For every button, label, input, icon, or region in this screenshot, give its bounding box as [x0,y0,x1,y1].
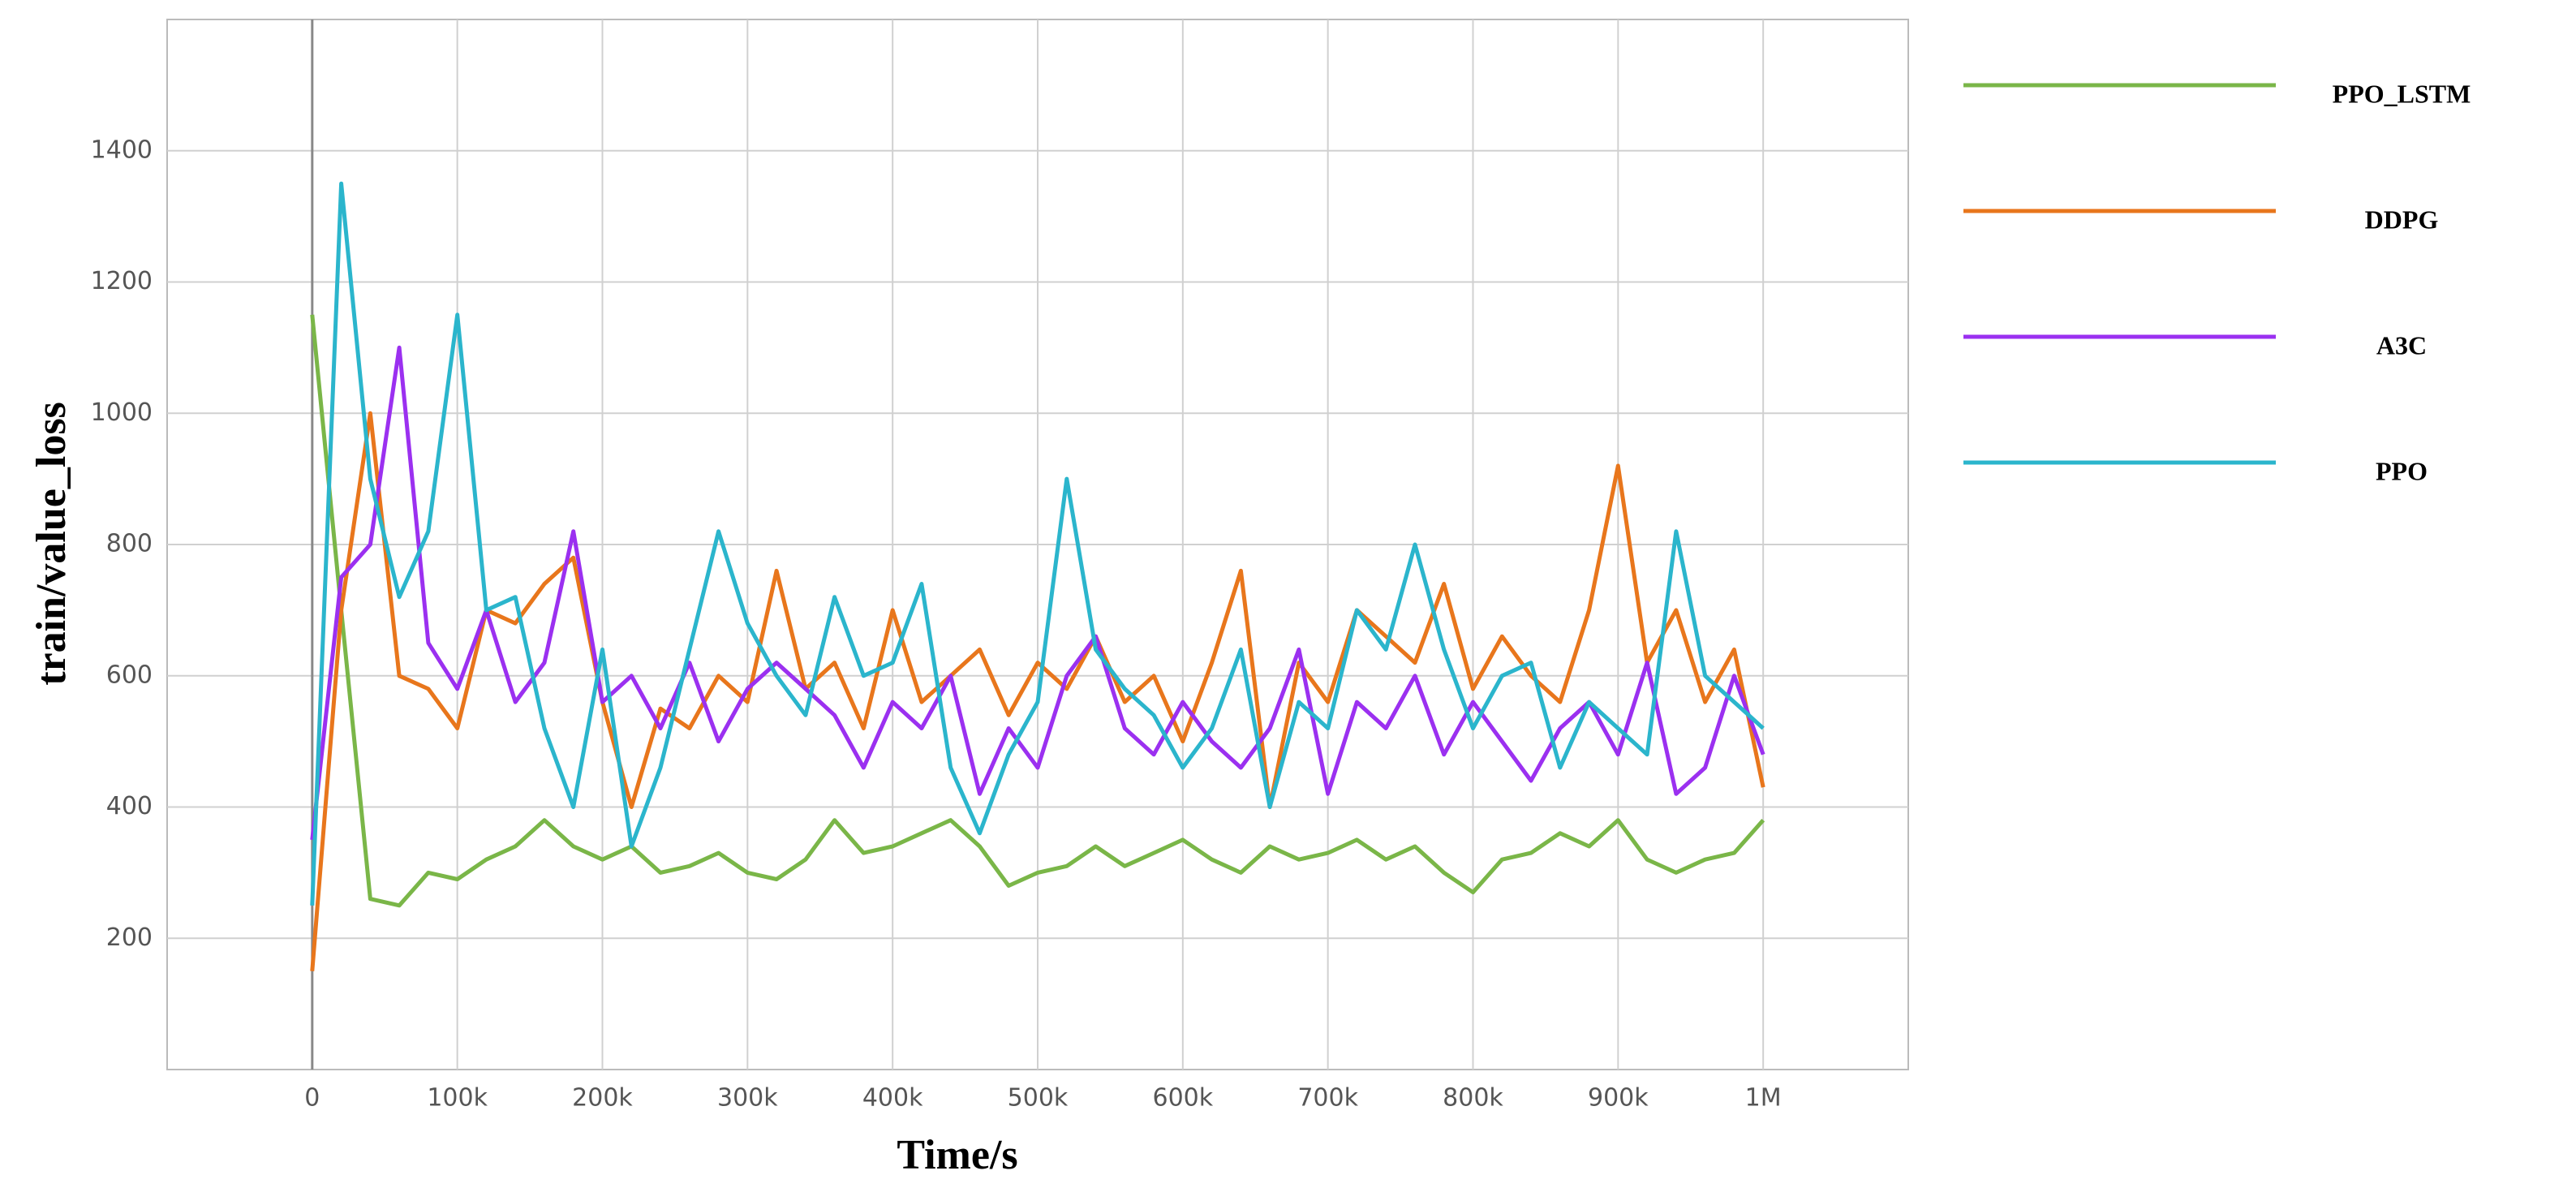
legend-label: A3C [2376,330,2427,359]
legend-label: DDPG [2365,204,2439,234]
x-tick-label: 700k [1297,1084,1358,1113]
series-line [310,181,1765,906]
x-tick-label: 200k [572,1084,633,1113]
x-tick-label: 1M [1745,1084,1782,1113]
y-tick-label: 1400 [91,136,153,164]
y-tick-label: 800 [106,530,153,558]
y-tick-label: 200 [106,923,153,952]
x-axis-title: Time/s [897,1132,1017,1178]
x-tick-label: 800k [1443,1084,1503,1113]
x-tick-label: 400k [862,1084,923,1113]
legend-label: PPO_LSTM [2333,79,2471,108]
y-axis-title: train/value_loss [28,402,75,686]
x-tick-label: 300k [717,1084,778,1113]
x-tick-label: 100k [427,1084,488,1113]
x-tick-label: 500k [1008,1084,1069,1113]
legend-label: PPO [2376,456,2428,485]
y-tick-label: 600 [106,661,153,689]
x-tick-label: 600k [1153,1084,1214,1113]
series-line [310,411,1765,971]
series-line [310,345,1765,841]
x-tick-label: 900k [1588,1084,1649,1113]
y-tick-label: 1000 [91,398,153,427]
y-tick-label: 1200 [91,267,153,295]
series-line [310,314,1765,908]
x-tick-label: 0 [304,1084,320,1113]
y-tick-label: 400 [106,792,153,820]
